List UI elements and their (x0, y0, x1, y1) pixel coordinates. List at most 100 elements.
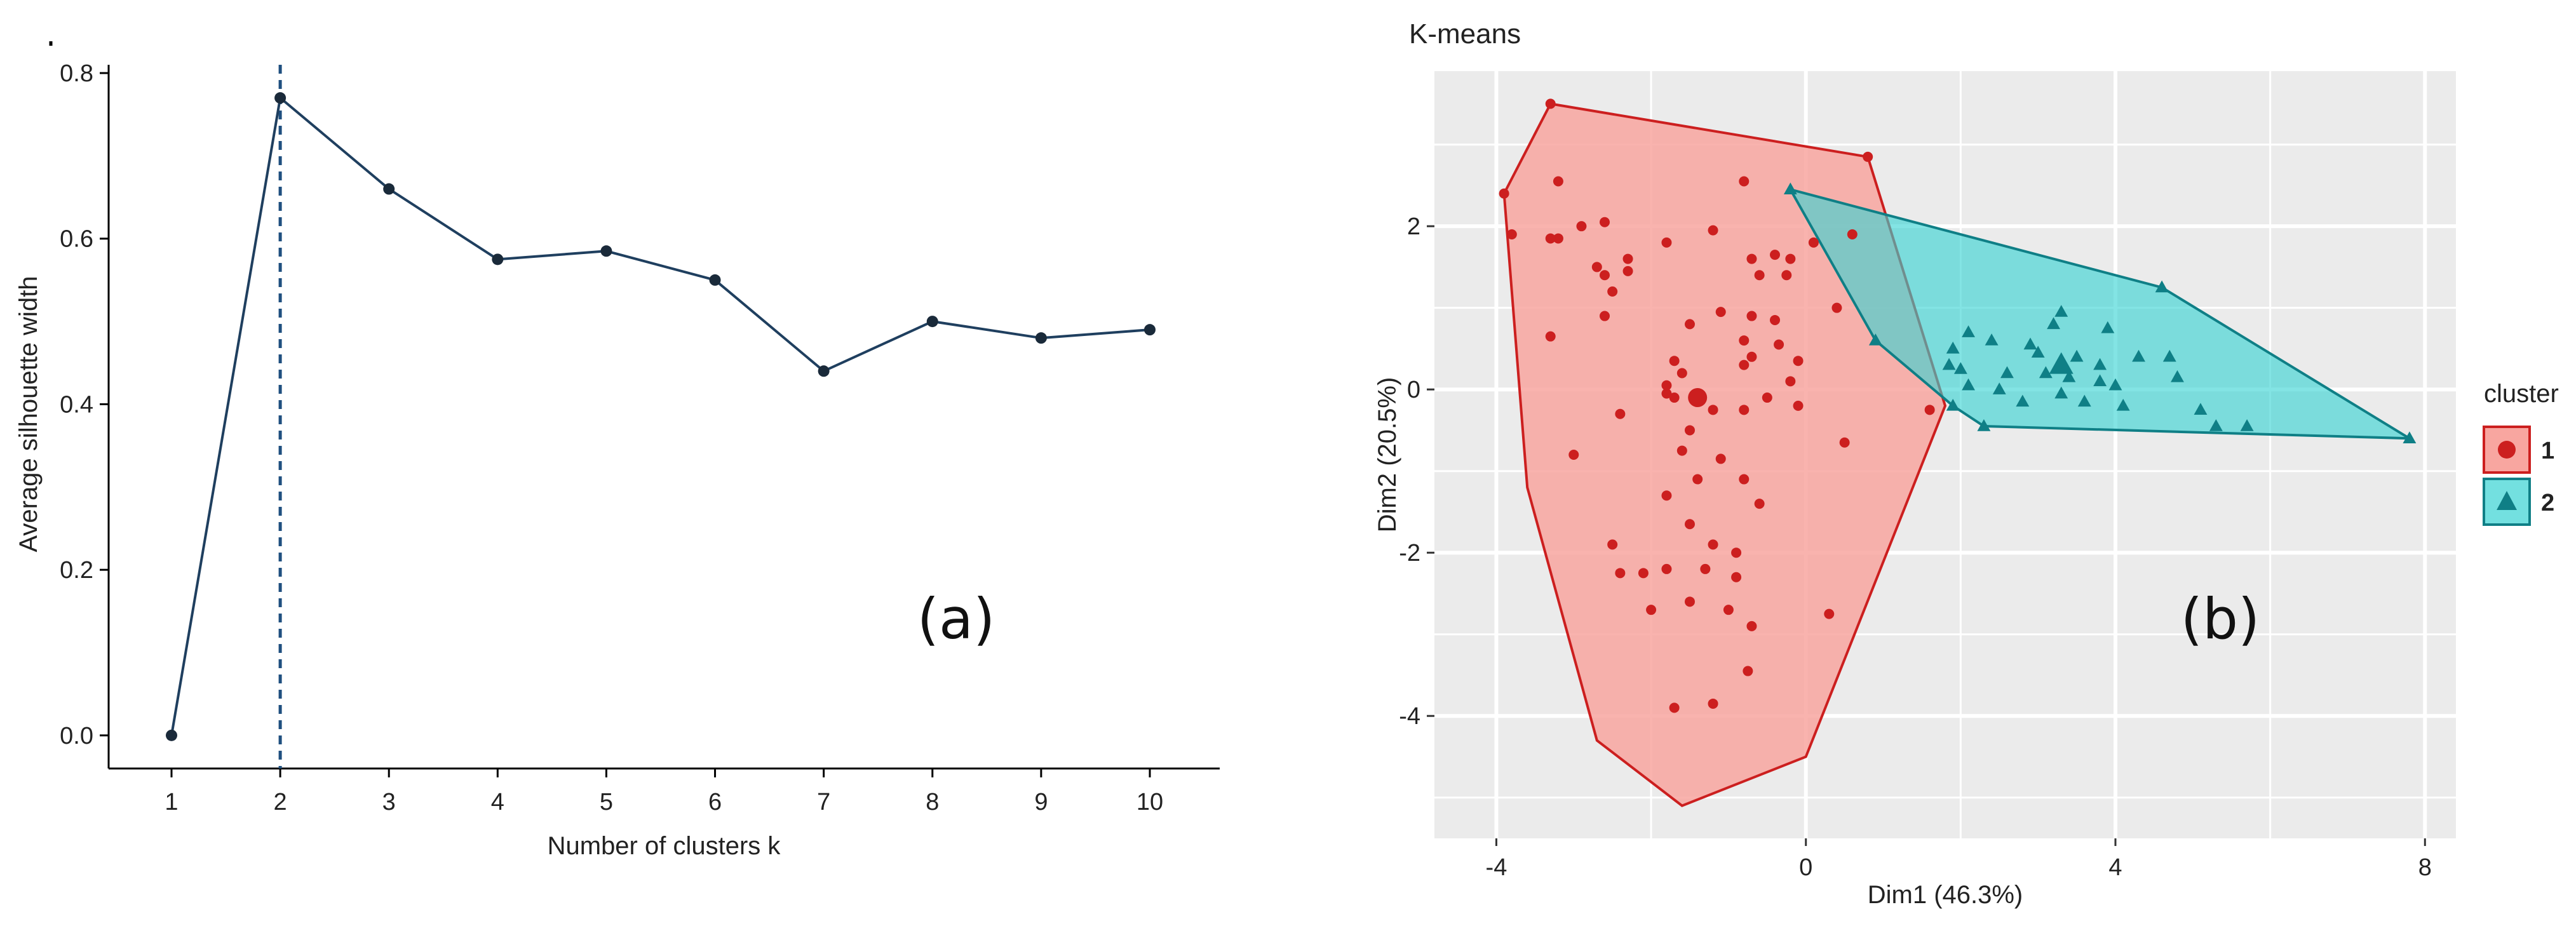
cluster-2-point (2155, 280, 2169, 293)
cluster-1-point (1685, 319, 1695, 330)
cluster-1-point (1746, 311, 1757, 321)
legend-label-cluster-1: 1 (2541, 438, 2554, 464)
legend-marker-cluster-1 (2498, 441, 2516, 459)
cluster-1-point (1839, 437, 1850, 448)
cluster-2-point (2023, 337, 2037, 350)
cluster-1-point (1746, 621, 1757, 631)
cluster-1-point (1739, 359, 1750, 370)
cluster-1-point (1622, 265, 1633, 276)
cluster-2-point (1783, 182, 1797, 195)
a-x-tick-label: 2 (274, 789, 287, 816)
b-y-tick-label: -2 (1399, 540, 1420, 567)
cluster-2-point (2209, 419, 2223, 431)
silhouette-point (492, 253, 504, 265)
a-y-tick-label: 0.8 (60, 60, 93, 87)
cluster-1-point (1739, 335, 1750, 346)
cluster-1-point (1661, 237, 1672, 248)
cluster-1-point (1739, 405, 1750, 415)
cluster-2-point (2054, 386, 2068, 399)
cluster-1-point (1607, 286, 1618, 297)
cluster-1-point (1847, 229, 1858, 240)
cluster-1-point (1661, 388, 1672, 399)
cluster-1-centroid (1688, 388, 1708, 408)
legend-label-cluster-2: 2 (2541, 490, 2554, 516)
b-y-tick-label: -4 (1399, 703, 1420, 730)
cluster-2-point (1946, 341, 1960, 354)
silhouette-point (1035, 332, 1047, 344)
cluster-1-point (1774, 339, 1784, 350)
cluster-2-point (1977, 419, 1991, 431)
cluster-2-point (2047, 317, 2060, 330)
cluster-1-point (1739, 176, 1750, 187)
cluster-2-point (2039, 366, 2053, 379)
cluster-2-point (2132, 349, 2145, 362)
cluster-1-point (1600, 311, 1610, 321)
cluster-1-point (1676, 368, 1687, 379)
b-x-tick-label: 0 (1799, 854, 1812, 881)
cluster-1-point (1545, 233, 1556, 244)
cluster-1-point (1685, 596, 1695, 607)
cluster-1-point (1924, 405, 1935, 415)
cluster-2-point (2093, 358, 2107, 370)
cluster-1-point (1638, 568, 1649, 579)
cluster-1-point (1708, 698, 1718, 709)
silhouette-point (709, 274, 721, 286)
cluster-2-point (1946, 398, 1960, 411)
a-y-axis-title: Average silhouette width (15, 276, 43, 552)
cluster-1-point (1545, 98, 1556, 109)
cluster-1-point (1793, 356, 1804, 366)
cluster-2-centroid (2049, 352, 2074, 374)
b-ticks: -4 0 4 8 -4 -2 0 2 (1399, 213, 2432, 881)
legend-title: cluster (2484, 380, 2559, 408)
silhouette-points (166, 92, 1156, 741)
cluster-2-point (2194, 403, 2208, 415)
cluster-1-point (1669, 356, 1680, 366)
cluster-1-point (1607, 539, 1618, 550)
cluster-1-point (1600, 217, 1610, 227)
cluster-1-point (1622, 253, 1633, 264)
cluster-2-point (2054, 305, 2068, 317)
silhouette-point (383, 183, 395, 195)
cluster-1-point (1831, 302, 1842, 313)
cluster-legend: cluster 1 2 (2483, 380, 2559, 526)
cluster-1-point (1553, 233, 1563, 244)
a-y-tick-label: 0.0 (60, 723, 93, 749)
cluster-1-point (1669, 702, 1680, 713)
b-x-tick-label: 8 (2418, 854, 2432, 881)
cluster-1-point (1762, 393, 1772, 403)
cluster-1-point (1576, 221, 1587, 232)
cluster-2-point (2108, 378, 2122, 391)
cluster-1-point (1754, 499, 1765, 509)
a-x-tick-label: 10 (1136, 789, 1163, 816)
cluster-2-point (2171, 370, 2184, 382)
cluster-1-point (1785, 253, 1796, 264)
cluster-1-point (1743, 666, 1753, 676)
cluster-2-point (2070, 349, 2084, 362)
cluster-1-point (1646, 605, 1657, 615)
cluster-2-point (2101, 321, 2115, 333)
cluster-2-point (1985, 333, 1999, 346)
silhouette-point (1144, 324, 1156, 336)
cluster-1-point (1661, 563, 1672, 574)
cluster-2-point (2240, 419, 2254, 431)
cluster-1-point (1781, 270, 1792, 281)
cluster-1-point (1731, 547, 1742, 558)
cluster-1-point (1700, 563, 1711, 574)
cluster-1-point (1708, 539, 1718, 550)
silhouette-chart: 1 2 3 4 5 6 7 8 9 10 0.0 0.2 0.4 0.6 0.8 Number of clu… (15, 41, 1220, 860)
cluster-2-point (2016, 394, 2030, 407)
cluster-1-point (1676, 445, 1687, 456)
cluster-1-point (1669, 393, 1680, 403)
cluster-2-point (1962, 378, 1975, 391)
kmeans-cluster-plot: K-means -4 0 4 8 -4 -2 0 2 Dim1 (46.3%) Dim2 (2… (1373, 18, 2559, 909)
cluster-2-point (2093, 374, 2107, 387)
cluster-1-point (1863, 151, 1873, 162)
cluster-2-point (1868, 333, 1882, 346)
cluster-2-points (1783, 182, 2417, 443)
cluster-1-point (1746, 351, 1757, 362)
panel-label-b: (b) (2181, 586, 2260, 652)
cluster-1-points (1499, 98, 1935, 713)
cluster-1-point (1553, 176, 1563, 187)
cluster-2-point (2000, 366, 2014, 379)
